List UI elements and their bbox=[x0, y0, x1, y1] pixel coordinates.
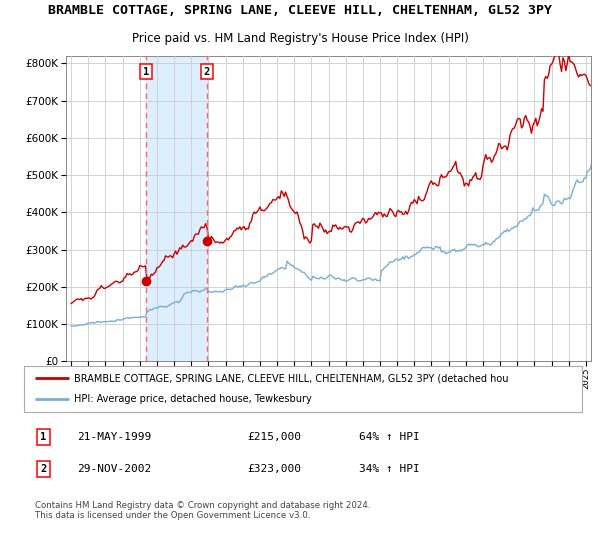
Text: BRAMBLE COTTAGE, SPRING LANE, CLEEVE HILL, CHELTENHAM, GL52 3PY (detached hou: BRAMBLE COTTAGE, SPRING LANE, CLEEVE HIL… bbox=[74, 373, 509, 383]
Text: Price paid vs. HM Land Registry's House Price Index (HPI): Price paid vs. HM Land Registry's House … bbox=[131, 32, 469, 45]
Text: 21-MAY-1999: 21-MAY-1999 bbox=[77, 432, 151, 442]
Text: Contains HM Land Registry data © Crown copyright and database right 2024.
This d: Contains HM Land Registry data © Crown c… bbox=[35, 501, 371, 520]
Text: 2: 2 bbox=[40, 464, 47, 474]
Text: HPI: Average price, detached house, Tewkesbury: HPI: Average price, detached house, Tewk… bbox=[74, 394, 312, 404]
Text: £323,000: £323,000 bbox=[247, 464, 301, 474]
Text: 1: 1 bbox=[40, 432, 47, 442]
Bar bbox=[146, 56, 207, 361]
Text: BRAMBLE COTTAGE, SPRING LANE, CLEEVE HILL, CHELTENHAM, GL52 3PY: BRAMBLE COTTAGE, SPRING LANE, CLEEVE HIL… bbox=[48, 4, 552, 17]
Text: £215,000: £215,000 bbox=[247, 432, 301, 442]
Text: 34% ↑ HPI: 34% ↑ HPI bbox=[359, 464, 419, 474]
Text: 1: 1 bbox=[143, 67, 149, 77]
Text: 2: 2 bbox=[204, 67, 210, 77]
FancyBboxPatch shape bbox=[24, 366, 582, 412]
Text: 64% ↑ HPI: 64% ↑ HPI bbox=[359, 432, 419, 442]
Text: 29-NOV-2002: 29-NOV-2002 bbox=[77, 464, 151, 474]
